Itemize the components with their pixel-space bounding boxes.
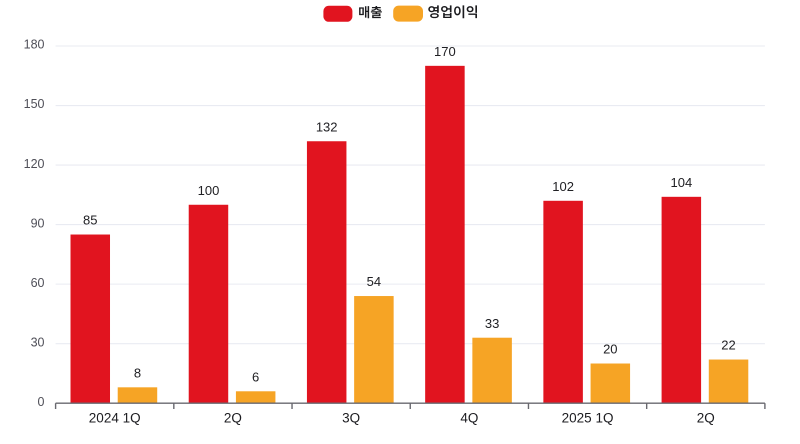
svg-text:3Q: 3Q: [342, 410, 360, 425]
svg-text:54: 54: [367, 274, 381, 289]
svg-text:60: 60: [31, 276, 45, 290]
svg-text:30: 30: [31, 335, 45, 349]
svg-text:102: 102: [552, 179, 574, 194]
svg-text:170: 170: [434, 44, 456, 59]
svg-text:90: 90: [31, 216, 45, 230]
svg-text:6: 6: [252, 369, 259, 384]
svg-text:100: 100: [198, 183, 220, 198]
svg-text:2025 1Q: 2025 1Q: [562, 410, 614, 425]
svg-text:150: 150: [24, 97, 45, 111]
svg-text:4Q: 4Q: [460, 410, 478, 425]
svg-text:104: 104: [670, 175, 692, 190]
svg-text:8: 8: [134, 366, 141, 381]
svg-text:2024 1Q: 2024 1Q: [89, 410, 141, 425]
svg-text:120: 120: [24, 157, 45, 171]
svg-text:33: 33: [485, 316, 499, 331]
svg-text:2Q: 2Q: [697, 410, 715, 425]
svg-text:180: 180: [24, 38, 45, 52]
svg-text:85: 85: [83, 213, 97, 228]
svg-text:20: 20: [603, 342, 617, 357]
svg-text:2Q: 2Q: [224, 410, 242, 425]
svg-text:132: 132: [316, 119, 338, 134]
svg-text:22: 22: [721, 338, 735, 353]
svg-text:0: 0: [38, 395, 45, 409]
